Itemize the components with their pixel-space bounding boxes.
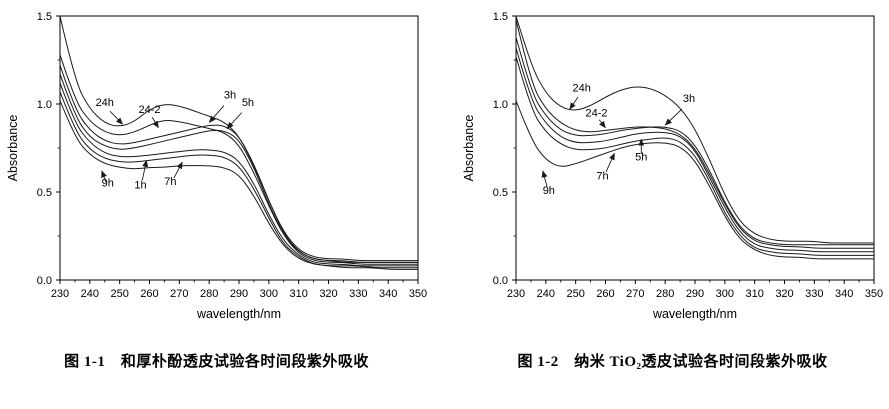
x-tick-label: 330 xyxy=(349,288,367,300)
x-tick-label: 350 xyxy=(408,288,426,300)
x-tick-label: 260 xyxy=(140,288,158,300)
series-curve-24h xyxy=(515,15,874,244)
series-curve-5h xyxy=(515,47,874,253)
y-axis-title: Absorbance xyxy=(6,115,20,182)
annotation-arrow-3h xyxy=(208,105,224,123)
x-axis-title: wavelength/nm xyxy=(195,307,280,321)
uv-absorbance-chart-nano-tio2: 230 240 250 260 270 280 290 300 310 320 330 340 350 0… xyxy=(462,11,883,321)
x-tick-label: 250 xyxy=(110,288,128,300)
annotation-label-9h: 9h xyxy=(101,178,113,190)
annotation-arrow-7h xyxy=(173,161,183,179)
annotation-arrow-24h xyxy=(568,96,578,110)
annotation-label-24h: 24h xyxy=(572,83,590,95)
x-tick-label: 290 xyxy=(229,288,247,300)
figure-1-1: 230 240 250 260 270 280 290 300 310 320 330 340 350 0… xyxy=(2,6,432,371)
figure-1-2-caption: 图 1-2 纳米 TiO₂透皮试验各时间段紫外吸收 xyxy=(517,354,828,370)
annotation-label-7h: 7h xyxy=(596,171,608,183)
annotation-arrow-24-2 xyxy=(598,119,606,129)
x-tick-label: 340 xyxy=(834,288,852,300)
series-curve-3h xyxy=(515,36,874,246)
annotation-label-24-2: 24-2 xyxy=(138,104,160,116)
annotation-label-24h: 24h xyxy=(95,97,113,109)
y-axis-title: Absorbance xyxy=(462,115,476,182)
x-axis-title: wavelength/nm xyxy=(651,307,736,321)
x-tick-label: 300 xyxy=(259,288,277,300)
annotation-label-3h: 3h xyxy=(682,93,694,105)
y-tick-label: 0.0 xyxy=(492,275,507,287)
series-curve-7h xyxy=(59,91,418,269)
annotation-label-5h: 5h xyxy=(635,151,647,163)
y-tick-label: 1.5 xyxy=(492,11,507,23)
series-curve-9h xyxy=(59,100,418,270)
series-curve-24-2 xyxy=(59,54,418,263)
y-tick-label: 0.5 xyxy=(36,187,51,199)
x-tick-label: 340 xyxy=(378,288,396,300)
series-curve-24-2 xyxy=(515,19,874,249)
series-curve-3h xyxy=(59,65,418,263)
y-tick-label: 1.0 xyxy=(36,99,51,111)
x-tick-label: 240 xyxy=(536,288,554,300)
y-tick-label: 1.5 xyxy=(36,11,51,23)
annotation-arrow-24h xyxy=(109,110,123,125)
annotation-label-3h: 3h xyxy=(223,90,235,102)
x-tick-label: 290 xyxy=(685,288,703,300)
y-tick-label: 1.0 xyxy=(492,99,507,111)
annotation-label-7h: 7h xyxy=(164,176,176,188)
figure-1-2: 230 240 250 260 270 280 290 300 310 320 330 340 350 0… xyxy=(458,6,888,371)
x-tick-label: 280 xyxy=(655,288,673,300)
x-tick-label: 270 xyxy=(170,288,188,300)
x-tick-label: 230 xyxy=(506,288,524,300)
series-curve-7h xyxy=(515,56,874,256)
y-tick-label: 0.5 xyxy=(492,187,507,199)
x-tick-label: 350 xyxy=(864,288,882,300)
figure-1-1-caption: 图 1-1 和厚朴酚透皮试验各时间段紫外吸收 xyxy=(64,354,369,370)
annotation-arrow-7h xyxy=(605,152,615,172)
uv-absorbance-chart-magnolol: 230 240 250 260 270 280 290 300 310 320 330 340 350 0… xyxy=(6,11,427,321)
x-tick-label: 280 xyxy=(199,288,217,300)
annotation-arrow-9h xyxy=(100,170,107,183)
annotation-arrow-9h xyxy=(541,170,547,188)
x-tick-label: 250 xyxy=(566,288,584,300)
x-tick-label: 230 xyxy=(50,288,68,300)
x-tick-label: 270 xyxy=(626,288,644,300)
series-curve-1h xyxy=(59,82,418,267)
annotation-label-24-2: 24-2 xyxy=(585,107,607,119)
annotation-arrow-1h xyxy=(141,159,148,181)
annotation-label-1h: 1h xyxy=(134,179,146,191)
series-curve-5h xyxy=(59,73,418,265)
x-tick-label: 320 xyxy=(319,288,337,300)
x-tick-label: 310 xyxy=(289,288,307,300)
x-tick-label: 260 xyxy=(596,288,614,300)
annotation-arrow-5h xyxy=(226,112,242,130)
series-curve-9h xyxy=(515,100,874,260)
x-tick-label: 310 xyxy=(745,288,763,300)
y-tick-label: 0.0 xyxy=(36,275,51,287)
x-tick-label: 330 xyxy=(805,288,823,300)
annotation-label-9h: 9h xyxy=(542,185,554,197)
annotation-label-5h: 5h xyxy=(241,97,253,109)
x-tick-label: 320 xyxy=(775,288,793,300)
annotation-arrow-3h xyxy=(664,108,682,126)
annotation-arrow-24-2 xyxy=(151,117,159,129)
x-tick-label: 300 xyxy=(715,288,733,300)
x-tick-label: 240 xyxy=(80,288,98,300)
